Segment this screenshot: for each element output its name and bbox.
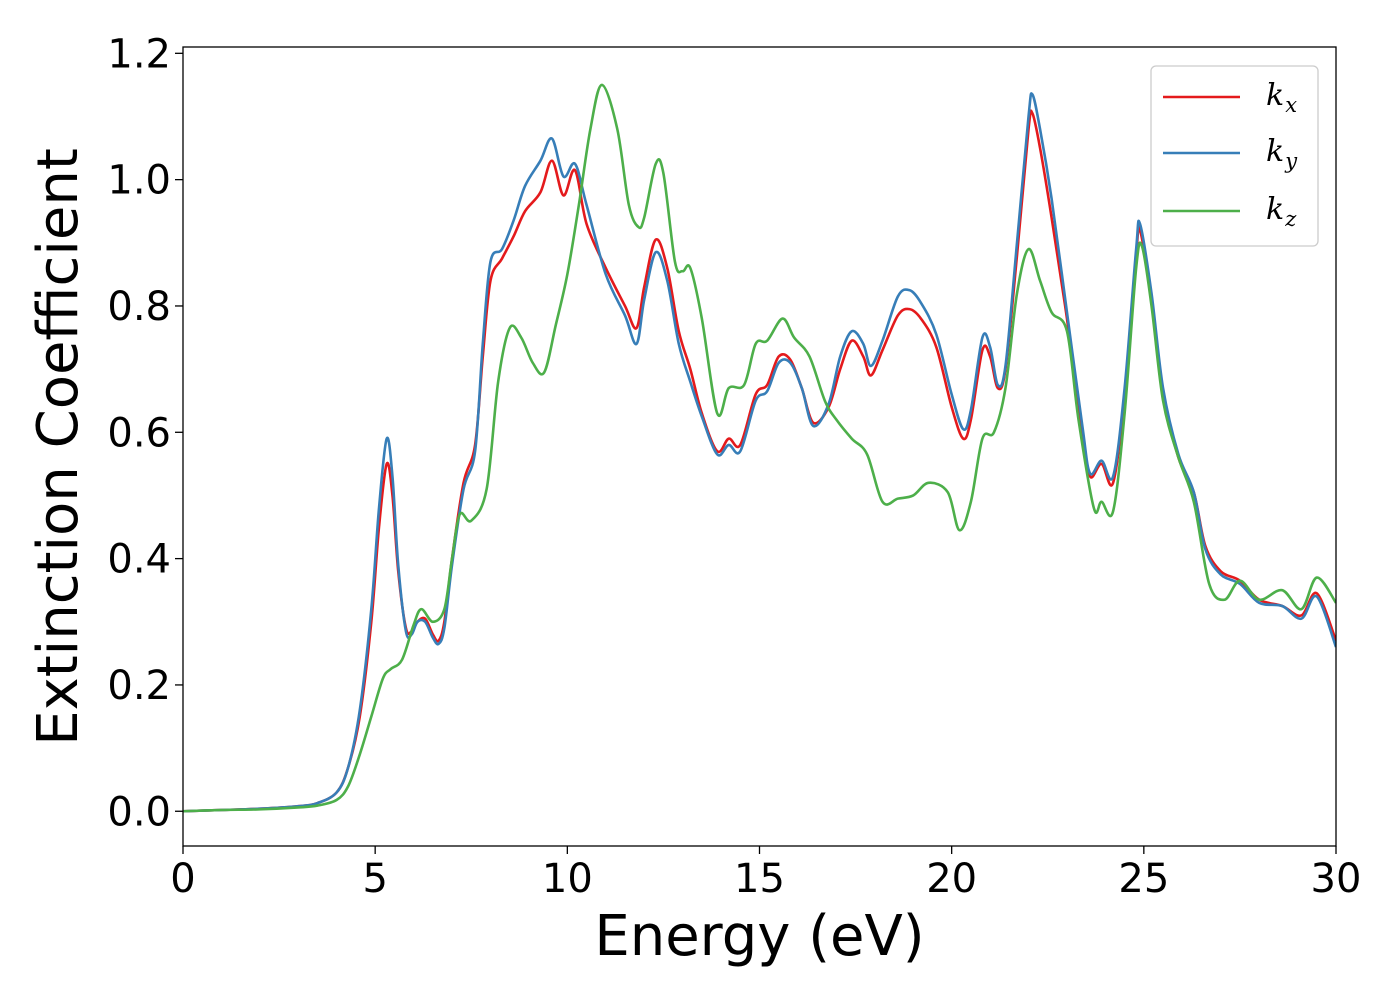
- series-layer: [183, 83, 1336, 813]
- y-tick-label: 0.4: [107, 537, 171, 583]
- x-tick-label: 10: [542, 856, 593, 902]
- y-tick-label: 1.2: [107, 31, 171, 77]
- x-tick-label: 20: [926, 856, 977, 902]
- x-axis-ticks: 0 5 10 15 20 25 30: [170, 846, 1361, 902]
- series-line-k-z: [183, 83, 1336, 813]
- x-tick-label: 5: [362, 856, 387, 902]
- y-tick-label: 1.0: [107, 158, 171, 204]
- x-tick-label: 15: [734, 856, 785, 902]
- y-tick-label: 0.6: [107, 410, 171, 456]
- x-tick-label: 0: [170, 856, 195, 902]
- y-tick-label: 0.2: [107, 663, 171, 709]
- x-axis-title: Energy (eV): [594, 904, 924, 969]
- x-tick-label: 25: [1118, 856, 1169, 902]
- y-axis-title: Extinction Coefficient: [26, 148, 91, 746]
- y-axis-ticks: 0.0 0.2 0.4 0.6 0.8 1.0 1.2: [107, 31, 183, 835]
- series-line-k-y: [183, 92, 1336, 813]
- y-tick-label: 0.0: [107, 789, 171, 835]
- x-tick-label: 30: [1311, 856, 1362, 902]
- y-tick-label: 0.8: [107, 284, 171, 330]
- legend-box: [1150, 65, 1319, 247]
